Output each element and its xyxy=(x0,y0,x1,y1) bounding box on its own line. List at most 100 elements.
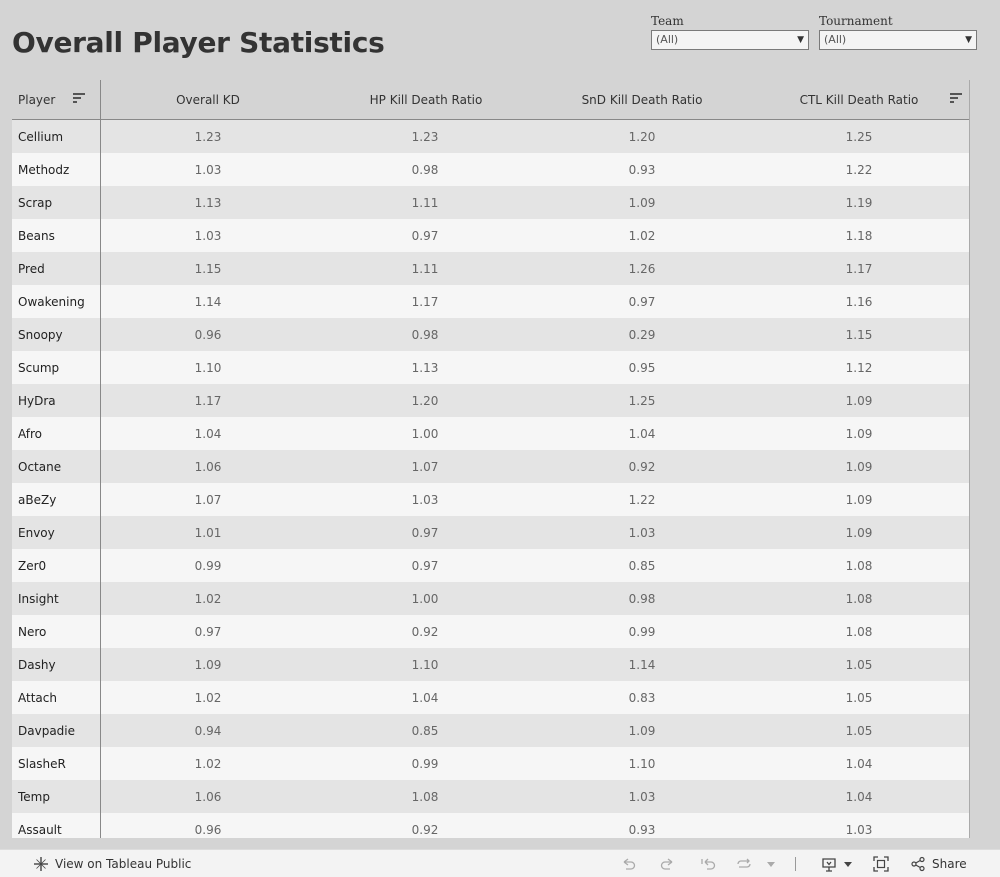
snd-kd-cell: 0.92 xyxy=(628,460,656,474)
ctl-kd-cell: 1.09 xyxy=(845,394,873,408)
fullscreen-icon[interactable] xyxy=(873,856,889,872)
chevron-down-icon[interactable] xyxy=(763,856,779,872)
ctl-kd-cell: 1.25 xyxy=(845,130,873,144)
snd-kd-cell: 1.09 xyxy=(628,724,656,738)
overall-kd-cell: 0.94 xyxy=(194,724,222,738)
team-filter: Team (All) ▼ xyxy=(651,14,809,50)
redo-icon[interactable] xyxy=(660,856,676,872)
table-row: Pred 1.15 1.11 1.26 1.17 xyxy=(12,252,970,285)
team-filter-dropdown[interactable]: (All) ▼ xyxy=(651,30,809,50)
column-header-overall-kd[interactable]: Overall KD xyxy=(176,93,240,107)
revert-icon[interactable] xyxy=(700,856,716,872)
player-name-cell: SlasheR xyxy=(18,757,66,771)
overall-kd-cell: 1.02 xyxy=(194,592,222,606)
hp-kd-cell: 1.07 xyxy=(411,460,439,474)
snd-kd-cell: 1.25 xyxy=(628,394,656,408)
ctl-kd-cell: 1.09 xyxy=(845,427,873,441)
hp-kd-cell: 1.00 xyxy=(411,427,439,441)
player-name-cell: Zer0 xyxy=(18,559,47,573)
hp-kd-cell: 1.03 xyxy=(411,493,439,507)
overall-kd-cell: 1.13 xyxy=(194,196,222,210)
player-name-cell: Temp xyxy=(18,790,50,804)
overall-kd-cell: 1.15 xyxy=(194,262,222,276)
ctl-kd-cell: 1.22 xyxy=(845,163,873,177)
snd-kd-cell: 1.10 xyxy=(628,757,656,771)
table-row: Octane 1.06 1.07 0.92 1.09 xyxy=(12,450,970,483)
hp-kd-cell: 0.99 xyxy=(411,757,439,771)
table-row: Snoopy 0.96 0.98 0.29 1.15 xyxy=(12,318,970,351)
overall-kd-cell: 0.96 xyxy=(194,328,222,342)
share-button[interactable]: Share xyxy=(932,857,967,871)
table-row: aBeZy 1.07 1.03 1.22 1.09 xyxy=(12,483,970,516)
hp-kd-cell: 0.97 xyxy=(411,526,439,540)
player-name-cell: Scrap xyxy=(18,196,53,210)
share-icon[interactable] xyxy=(910,856,926,872)
footer-toolbar: View on Tableau Public Share xyxy=(0,849,1000,877)
player-name-cell: Scump xyxy=(18,361,60,375)
tournament-filter-label: Tournament xyxy=(819,14,893,28)
player-name-cell: aBeZy xyxy=(18,493,57,507)
table-row: SlasheR 1.02 0.99 1.10 1.04 xyxy=(12,747,970,780)
sort-icon[interactable] xyxy=(950,93,962,105)
player-name-cell: Nero xyxy=(18,625,47,639)
page-title: Overall Player Statistics xyxy=(12,26,385,59)
ctl-kd-cell: 1.17 xyxy=(845,262,873,276)
overall-kd-cell: 1.10 xyxy=(194,361,222,375)
hp-kd-cell: 0.97 xyxy=(411,229,439,243)
tournament-filter-dropdown[interactable]: (All) ▼ xyxy=(819,30,977,50)
table-row: Dashy 1.09 1.10 1.14 1.05 xyxy=(12,648,970,681)
ctl-kd-cell: 1.04 xyxy=(845,757,873,771)
table-row: Zer0 0.99 0.97 0.85 1.08 xyxy=(12,549,970,582)
tableau-logo-icon xyxy=(34,857,48,871)
player-name-cell: Methodz xyxy=(18,163,70,177)
table-row: Temp 1.06 1.08 1.03 1.04 xyxy=(12,780,970,813)
view-on-tableau-link[interactable]: View on Tableau Public xyxy=(55,857,192,871)
table-row: Owakening 1.14 1.17 0.97 1.16 xyxy=(12,285,970,318)
ctl-kd-cell: 1.08 xyxy=(845,592,873,606)
table-row: Cellium 1.23 1.23 1.20 1.25 xyxy=(12,120,970,153)
tournament-filter-value: (All) xyxy=(824,33,847,46)
hp-kd-cell: 0.98 xyxy=(411,163,439,177)
overall-kd-cell: 1.06 xyxy=(194,790,222,804)
column-header-snd-kd[interactable]: SnD Kill Death Ratio xyxy=(581,93,703,107)
hp-kd-cell: 1.23 xyxy=(411,130,439,144)
overall-kd-cell: 1.02 xyxy=(194,691,222,705)
ctl-kd-cell: 1.12 xyxy=(845,361,873,375)
player-name-cell: Cellium xyxy=(18,130,64,144)
hp-kd-cell: 1.11 xyxy=(411,196,439,210)
snd-kd-cell: 1.09 xyxy=(628,196,656,210)
toolbar-separator xyxy=(795,857,796,871)
snd-kd-cell: 1.14 xyxy=(628,658,656,672)
overall-kd-cell: 1.03 xyxy=(194,229,222,243)
pause-updates-icon[interactable] xyxy=(736,856,752,872)
column-header-hp-kd[interactable]: HP Kill Death Ratio xyxy=(369,93,483,107)
snd-kd-cell: 1.26 xyxy=(628,262,656,276)
hp-kd-cell: 1.10 xyxy=(411,658,439,672)
ctl-kd-cell: 1.18 xyxy=(845,229,873,243)
ctl-kd-cell: 1.08 xyxy=(845,625,873,639)
table-row: Scump 1.10 1.13 0.95 1.12 xyxy=(12,351,970,384)
column-header-player[interactable]: Player xyxy=(18,93,56,107)
team-filter-value: (All) xyxy=(656,33,679,46)
player-name-cell: Dashy xyxy=(18,658,56,672)
hp-kd-cell: 1.04 xyxy=(411,691,439,705)
overall-kd-cell: 1.06 xyxy=(194,460,222,474)
column-header-ctl-kd[interactable]: CTL Kill Death Ratio xyxy=(799,93,919,107)
table-body: Cellium 1.23 1.23 1.20 1.25 Methodz 1.03 0.98 0.… xyxy=(12,120,970,838)
download-icon[interactable] xyxy=(821,856,837,872)
overall-kd-cell: 1.01 xyxy=(194,526,222,540)
chevron-down-icon[interactable] xyxy=(840,856,856,872)
ctl-kd-cell: 1.09 xyxy=(845,526,873,540)
hp-kd-cell: 0.92 xyxy=(411,625,439,639)
player-name-cell: Beans xyxy=(18,229,55,243)
sort-icon[interactable] xyxy=(73,93,85,105)
ctl-kd-cell: 1.16 xyxy=(845,295,873,309)
player-name-cell: Davpadie xyxy=(18,724,75,738)
hp-kd-cell: 1.20 xyxy=(411,394,439,408)
ctl-kd-cell: 1.09 xyxy=(845,493,873,507)
ctl-kd-cell: 1.08 xyxy=(845,559,873,573)
ctl-kd-cell: 1.05 xyxy=(845,724,873,738)
table-row: Davpadie 0.94 0.85 1.09 1.05 xyxy=(12,714,970,747)
table-row: Insight 1.02 1.00 0.98 1.08 xyxy=(12,582,970,615)
undo-icon[interactable] xyxy=(620,856,636,872)
